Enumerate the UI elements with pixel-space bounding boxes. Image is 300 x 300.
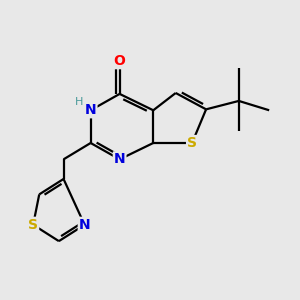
Text: O: O (114, 54, 126, 68)
Text: N: N (85, 103, 97, 117)
Text: N: N (114, 152, 125, 166)
Text: H: H (75, 97, 83, 107)
Text: S: S (187, 136, 197, 150)
Text: S: S (28, 218, 38, 232)
Text: N: N (79, 218, 90, 232)
